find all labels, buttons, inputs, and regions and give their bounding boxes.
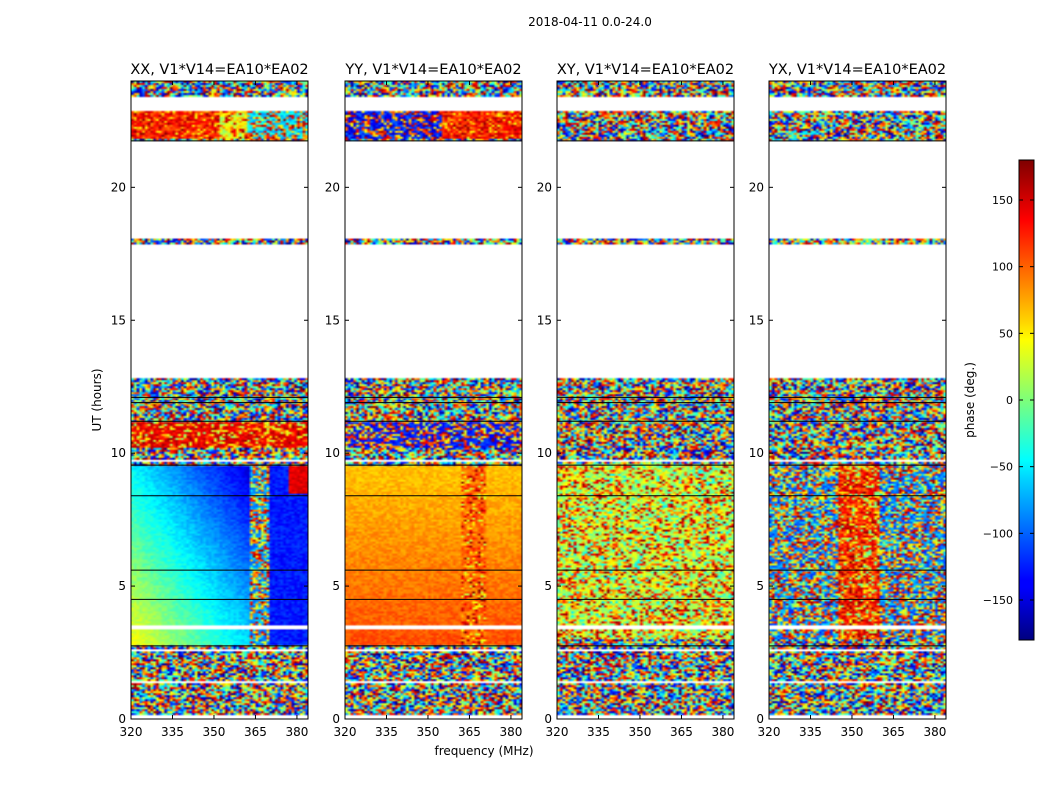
colorbar-label: phase (deg.) <box>963 362 977 438</box>
colorbar-tick-label: −50 <box>990 461 1013 474</box>
panel-yx: YX, V1*V14=EA10*EA02 320 335 350 365 380 0 5 10 1… <box>749 62 947 739</box>
x-tick-label: 320 <box>758 725 781 739</box>
y-tick-label: 15 <box>325 313 340 327</box>
panel-title: XX, V1*V14=EA10*EA02 <box>130 62 308 78</box>
colorbar-tick-label: −150 <box>983 594 1013 607</box>
x-tick-label: 380 <box>285 725 308 739</box>
panel-title: YY, V1*V14=EA10*EA02 <box>344 62 521 78</box>
colorbar-tick-label: 50 <box>999 327 1013 340</box>
colorbar-tick-label: 100 <box>992 261 1013 274</box>
y-tick-label: 5 <box>332 579 340 593</box>
y-tick-label: 0 <box>332 712 340 726</box>
plot-frame <box>768 80 947 720</box>
x-tick-label: 335 <box>799 725 822 739</box>
x-tick-label: 335 <box>161 725 184 739</box>
x-tick-label: 320 <box>120 725 143 739</box>
x-tick-label: 320 <box>546 725 569 739</box>
plot-frame <box>130 80 309 720</box>
x-tick-label: 350 <box>629 725 652 739</box>
y-tick-label: 15 <box>111 313 126 327</box>
y-tick-label: 15 <box>537 313 552 327</box>
panel-xy: XY, V1*V14=EA10*EA02 320 335 350 365 380 0 5 10 1… <box>537 62 735 739</box>
y-axis-label: UT (hours) <box>90 368 104 431</box>
y-tick-label: 10 <box>537 446 552 460</box>
y-tick-label: 20 <box>749 180 764 194</box>
x-tick-label: 365 <box>244 725 267 739</box>
heatmap-image <box>345 81 522 719</box>
x-tick-label: 320 <box>334 725 357 739</box>
y-tick-label: 10 <box>749 446 764 460</box>
y-tick-label: 20 <box>537 180 552 194</box>
x-tick-label: 365 <box>670 725 693 739</box>
y-tick-label: 15 <box>749 313 764 327</box>
panel-title: XY, V1*V14=EA10*EA02 <box>557 62 734 78</box>
colorbar-tick-label: −100 <box>983 527 1013 540</box>
panels-group: XX, V1*V14=EA10*EA02 320 335 350 365 380 0 5 10 1… <box>111 62 947 739</box>
heatmap-image <box>557 81 734 719</box>
y-tick-label: 0 <box>544 712 552 726</box>
x-axis-label: frequency (MHz) <box>434 744 533 758</box>
x-tick-label: 380 <box>499 725 522 739</box>
x-tick-label: 380 <box>711 725 734 739</box>
y-tick-label: 10 <box>111 446 126 460</box>
colorbar-tick-label: 150 <box>992 194 1013 207</box>
x-tick-label: 380 <box>923 725 946 739</box>
y-tick-label: 0 <box>756 712 764 726</box>
plot-frame <box>556 80 735 720</box>
x-tick-label: 350 <box>841 725 864 739</box>
y-tick-label: 5 <box>118 579 126 593</box>
x-tick-label: 335 <box>375 725 398 739</box>
y-tick-label: 20 <box>111 180 126 194</box>
y-tick-label: 5 <box>756 579 764 593</box>
heatmap-image <box>769 81 946 719</box>
x-tick-label: 350 <box>203 725 226 739</box>
y-tick-label: 10 <box>325 446 340 460</box>
y-tick-label: 5 <box>544 579 552 593</box>
colorbar: phase (deg.) −150 −100 −50 0 50 100 150 <box>963 159 1035 641</box>
figure-suptitle: 2018-04-11 0.0-24.0 <box>528 15 652 29</box>
panel-xx: XX, V1*V14=EA10*EA02 320 335 350 365 380 0 5 10 1… <box>111 62 309 739</box>
panel-yy: YY, V1*V14=EA10*EA02 320 335 350 365 380 0 5 10 1… <box>325 62 523 739</box>
x-tick-label: 335 <box>587 725 610 739</box>
x-tick-label: 365 <box>458 725 481 739</box>
x-tick-label: 350 <box>417 725 440 739</box>
colorbar-tick-label: 0 <box>1006 394 1013 407</box>
heatmap-image <box>131 81 308 719</box>
y-tick-label: 20 <box>325 180 340 194</box>
x-tick-label: 365 <box>882 725 905 739</box>
y-tick-label: 0 <box>118 712 126 726</box>
panel-title: YX, V1*V14=EA10*EA02 <box>768 62 946 78</box>
plot-frame <box>344 80 523 720</box>
